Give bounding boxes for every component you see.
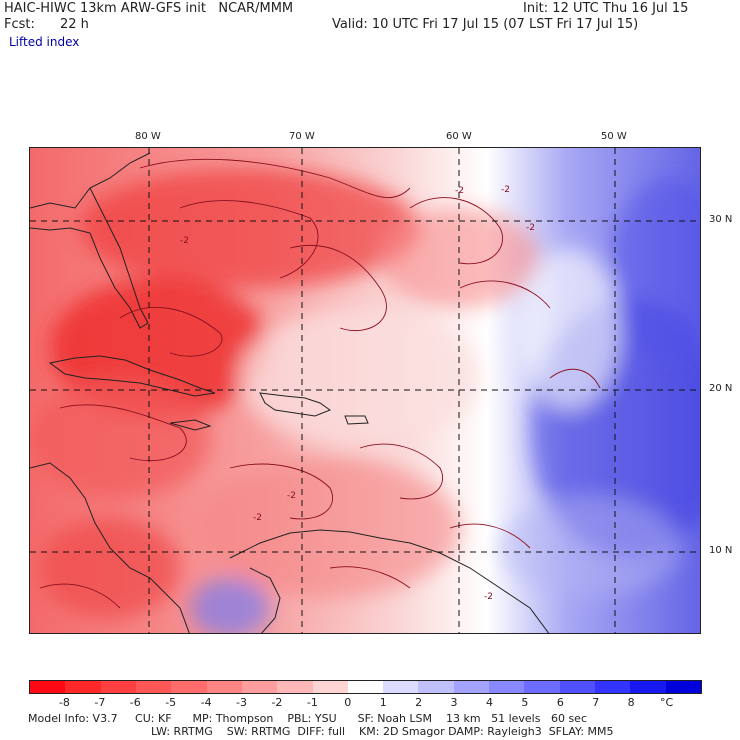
- model-info-line: Model Info: V3.7 CU: KF MP: Thompson PBL…: [28, 712, 588, 725]
- valid-time: Valid: 10 UTC Fri 17 Jul 15 (07 LST Fri …: [332, 17, 639, 32]
- field-name: Lifted index: [9, 35, 80, 49]
- colorbar-swatch: [312, 681, 348, 693]
- colorbar-swatch: [171, 681, 207, 693]
- colorbar-tick-label: -1: [306, 696, 318, 709]
- colorbar-tick-label: -8: [58, 696, 70, 709]
- colorbar-swatch: [100, 681, 136, 693]
- colorbar-tick-label: 5: [521, 696, 529, 709]
- colorbar-tick-label: 4: [485, 696, 493, 709]
- colorbar-swatch: [383, 681, 419, 693]
- colorbar-swatch: [630, 681, 666, 693]
- contour-label: -2: [180, 236, 189, 246]
- colorbar-tick-label: 3: [450, 696, 458, 709]
- south-america-coast: [229, 529, 550, 633]
- lat-label: 10 N: [709, 545, 733, 556]
- colorbar-tick-label: -4: [200, 696, 212, 709]
- forecast-label: Fcst:: [4, 17, 35, 32]
- contour-label: -2: [526, 223, 535, 233]
- colorbar-swatch: [418, 681, 454, 693]
- lat-label: 30 N: [709, 214, 733, 225]
- contour-label: -2: [287, 491, 296, 501]
- colorbar-tick-label: -7: [94, 696, 106, 709]
- field-shading: [30, 168, 700, 633]
- lat-label: 20 N: [709, 383, 733, 394]
- colorbar-tick-label: 0: [344, 696, 352, 709]
- cuba-outline: [48, 355, 216, 397]
- venezuela-outline: [249, 567, 281, 633]
- colorbar-swatch: [559, 681, 595, 693]
- colorbar-tick-label: 7: [592, 696, 600, 709]
- init-time: Init: 12 UTC Thu 16 Jul 15: [523, 1, 689, 16]
- lat-lon-grid: [30, 148, 700, 633]
- lon-label: 70 W: [289, 131, 315, 142]
- contour-label: -2: [484, 592, 493, 602]
- colorbar-swatch: [595, 681, 631, 693]
- colorbar-swatch: [453, 681, 490, 693]
- colorbar-swatch: [65, 681, 101, 693]
- contour-label: -2: [455, 186, 464, 196]
- lon-label: 60 W: [446, 131, 472, 142]
- map-canvas: -2 -2 -2 -2 -2 -2 -2: [30, 148, 700, 633]
- colorbar-tick-label: -5: [165, 696, 177, 709]
- colorbar-tick-label: 2: [415, 696, 423, 709]
- colorbar-tick-label: 8: [627, 696, 635, 709]
- forecast-hours: 22 h: [60, 17, 89, 32]
- contour-label: -2: [501, 185, 510, 195]
- physics-info-line: LW: RRTMG SW: RRTMG DIFF: full KM: 2D Sm…: [151, 725, 614, 738]
- colorbar-tick-label: -3: [236, 696, 247, 709]
- model-title: HAIC-HIWC 13km ARW-GFS init NCAR/MMM: [4, 1, 294, 16]
- colorbar-tick-label: 1: [379, 696, 387, 709]
- colorbar-tick-label: -2: [271, 696, 283, 709]
- colorbar-swatch: [135, 681, 172, 693]
- colorbar-swatch: [347, 681, 384, 693]
- contour-label: -2: [253, 513, 262, 523]
- lon-label: 80 W: [135, 131, 161, 142]
- puerto-rico-outline: [344, 415, 369, 425]
- lifted-index-map: -2 -2 -2 -2 -2 -2 -2: [29, 147, 701, 634]
- colorbar-swatch: [277, 681, 313, 693]
- colorbar-swatch: [489, 681, 525, 693]
- colorbar-tick-label: -6: [129, 696, 141, 709]
- colorbar-swatch: [30, 681, 66, 693]
- lon-label: 50 W: [601, 131, 627, 142]
- colorbar-tick-label: 6: [556, 696, 564, 709]
- colorbar-swatch: [665, 681, 701, 693]
- jamaica-outline: [169, 419, 212, 431]
- coastlines: [30, 152, 550, 633]
- colorbar-swatch: [241, 681, 278, 693]
- colorbar: [29, 680, 702, 694]
- hispaniola-outline: [259, 392, 332, 417]
- florida-outline: [30, 187, 149, 329]
- colorbar-swatch: [524, 681, 560, 693]
- central-america-outline: [30, 462, 190, 633]
- colorbar-swatch: [206, 681, 242, 693]
- colorbar-tick-label: °C: [659, 696, 674, 709]
